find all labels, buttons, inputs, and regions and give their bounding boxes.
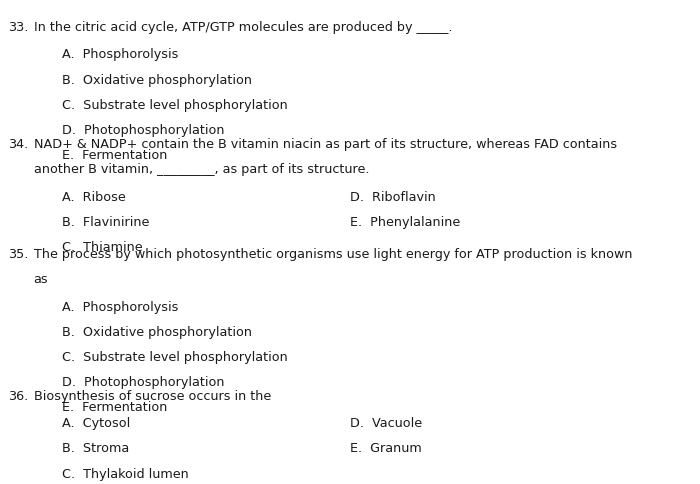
Text: D.  Photophosphorylation: D. Photophosphorylation [62,124,224,137]
Text: 33.: 33. [8,21,29,34]
Text: A.  Ribose: A. Ribose [62,191,125,204]
Text: C.  Thylakoid lumen: C. Thylakoid lumen [62,468,188,481]
Text: 34.: 34. [8,138,29,151]
Text: NAD+ & NADP+ contain the B vitamin niacin as part of its structure, whereas FAD : NAD+ & NADP+ contain the B vitamin niaci… [34,138,617,151]
Text: C.  Substrate level phosphorylation: C. Substrate level phosphorylation [62,99,288,112]
Text: E.  Phenylalanine: E. Phenylalanine [350,216,461,229]
Text: B.  Oxidative phosphorylation: B. Oxidative phosphorylation [62,74,251,87]
Text: D.  Vacuole: D. Vacuole [350,417,422,430]
Text: A.  Phosphorolysis: A. Phosphorolysis [62,48,178,61]
Text: A.  Phosphorolysis: A. Phosphorolysis [62,301,178,314]
Text: another B vitamin, _________, as part of its structure.: another B vitamin, _________, as part of… [34,163,369,176]
Text: 36.: 36. [8,390,29,403]
Text: E.  Granum: E. Granum [350,442,421,455]
Text: D.  Riboflavin: D. Riboflavin [350,191,435,204]
Text: Biosynthesis of sucrose occurs in the: Biosynthesis of sucrose occurs in the [34,390,271,403]
Text: B.  Flavinirine: B. Flavinirine [62,216,149,229]
Text: B.  Oxidative phosphorylation: B. Oxidative phosphorylation [62,326,251,339]
Text: E.  Fermentation: E. Fermentation [62,149,167,162]
Text: In the citric acid cycle, ATP/GTP molecules are produced by _____.: In the citric acid cycle, ATP/GTP molecu… [34,21,452,34]
Text: 35.: 35. [8,248,29,261]
Text: A.  Cytosol: A. Cytosol [62,417,130,430]
Text: The process by which photosynthetic organisms use light energy for ATP productio: The process by which photosynthetic orga… [34,248,632,261]
Text: D.  Photophosphorylation: D. Photophosphorylation [62,376,224,389]
Text: as: as [34,273,48,286]
Text: E.  Fermentation: E. Fermentation [62,401,167,414]
Text: C.  Thiamine: C. Thiamine [62,241,142,254]
Text: C.  Substrate level phosphorylation: C. Substrate level phosphorylation [62,351,288,364]
Text: B.  Stroma: B. Stroma [62,442,129,455]
